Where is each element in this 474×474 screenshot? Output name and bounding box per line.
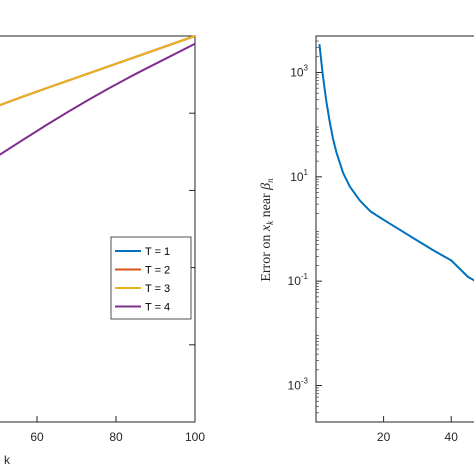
left-ticks: 60 80 100 <box>30 112 205 444</box>
left-series-line-4 <box>0 42 196 156</box>
legend-label-4: T = 4 <box>145 302 170 314</box>
left-x-tick-label: 60 <box>30 430 44 444</box>
legend-label-3: T = 3 <box>145 283 170 295</box>
legend: T = 1 T = 2 T = 3 T = 4 <box>110 236 192 320</box>
right-series-line-1 <box>318 43 474 282</box>
right-y-axis-label: Error on xk near βn <box>259 178 275 282</box>
legend-label-2: T = 2 <box>145 265 170 277</box>
legend-label-1: T = 1 <box>145 246 170 258</box>
right-chart: 20 40 103 101 10-1 10-3 Error on xk near βn <box>259 35 474 444</box>
right-series <box>318 43 474 282</box>
left-chart: 60 80 100 k T = 1 T = 2 T = 3 T = 4 <box>0 35 205 467</box>
left-x-axis-label: k <box>4 453 11 467</box>
right-ticks: 20 40 103 101 10-1 10-3 <box>288 35 459 444</box>
right-x-tick-label: 20 <box>377 430 391 444</box>
right-y-tick-label: 10-3 <box>288 377 309 393</box>
left-series-line-3 <box>0 35 196 107</box>
right-y-tick-label: 101 <box>290 168 308 184</box>
right-plot-frame <box>315 35 474 423</box>
right-x-tick-label: 40 <box>445 430 459 444</box>
left-x-tick-label: 100 <box>185 430 205 444</box>
left-series <box>0 35 196 156</box>
right-y-tick-label: 103 <box>290 63 308 79</box>
left-x-tick-label: 80 <box>109 430 123 444</box>
left-plot-frame <box>0 35 196 423</box>
right-y-tick-label: 10-1 <box>288 272 309 288</box>
